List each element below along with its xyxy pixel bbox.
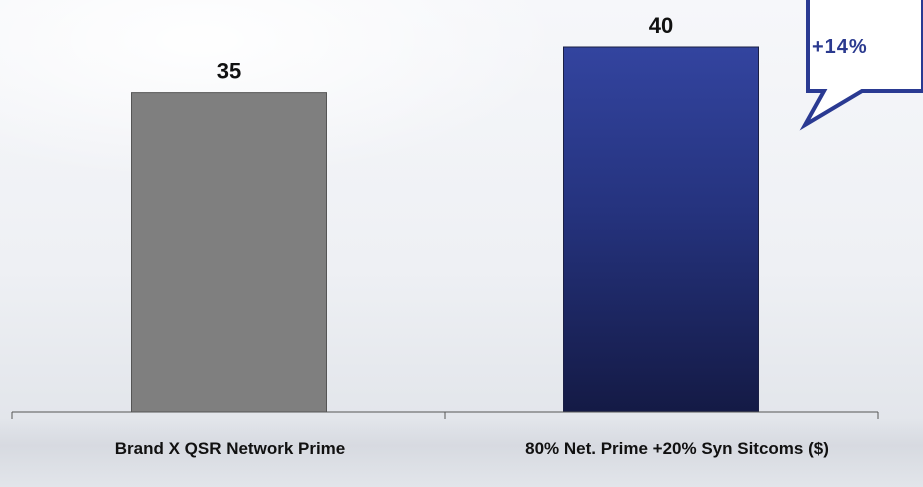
data-label-0: 35	[217, 59, 241, 84]
x-axis-ticks	[11, 412, 879, 419]
bar-0	[131, 92, 327, 413]
bottom-band	[0, 418, 923, 487]
bars	[131, 46, 759, 413]
category-label-net-prime-syn: 80% Net. Prime +20% Syn Sitcoms ($)	[525, 439, 829, 458]
bar-1	[563, 46, 759, 413]
data-labels: 35 40	[217, 13, 673, 84]
change-annotation: +14%	[812, 36, 868, 58]
category-label-brand-x: Brand X QSR Network Prime	[114, 439, 346, 458]
data-label-1: 40	[649, 13, 673, 38]
